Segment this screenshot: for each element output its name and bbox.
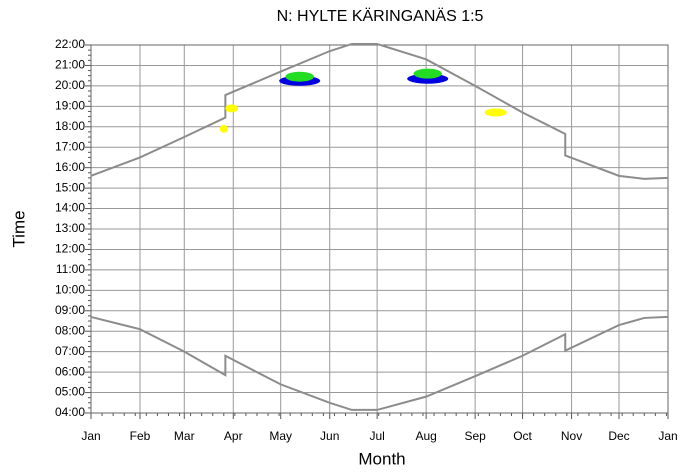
- y-tick-label: 15:00: [55, 180, 85, 194]
- x-axis-label: Month: [358, 449, 405, 468]
- x-tick-label: Jun: [320, 429, 339, 443]
- x-tick-label: Aug: [415, 429, 436, 443]
- y-tick-label: 12:00: [55, 242, 85, 256]
- x-tick-label: Dec: [608, 429, 629, 443]
- y-tick-label: 18:00: [55, 119, 85, 133]
- line: [90, 315, 669, 411]
- y-tick-label: 19:00: [55, 99, 85, 113]
- chart-title: N: HYLTE KÄRINGANÄS 1:5: [277, 7, 484, 25]
- x-tick-label: May: [269, 429, 292, 443]
- spot: [219, 124, 228, 133]
- spot: [285, 71, 314, 82]
- x-tick-label: Feb: [130, 429, 151, 443]
- x-tick-label: Nov: [561, 429, 582, 443]
- y-tick-label: 21:00: [55, 58, 85, 72]
- y-tick-label: 20:00: [55, 78, 85, 92]
- x-tick-label: Jan: [658, 429, 677, 443]
- y-tick-label: 13:00: [55, 221, 85, 235]
- y-tick-label: 11:00: [56, 262, 85, 276]
- y-tick-label: 16:00: [55, 160, 85, 174]
- spot: [484, 108, 507, 117]
- line: [90, 42, 669, 180]
- y-axis-label: Time: [9, 210, 28, 247]
- x-tick-label: Apr: [224, 429, 243, 443]
- spot: [225, 104, 239, 113]
- y-tick-label: 14:00: [55, 201, 85, 215]
- x-tick-label: Sep: [464, 429, 486, 443]
- x-tick-label: Jan: [81, 429, 100, 443]
- spot: [413, 68, 442, 79]
- y-tick-label: 06:00: [55, 364, 85, 378]
- x-tick-label: Jul: [369, 429, 384, 443]
- y-tick-label: 04:00: [55, 405, 85, 419]
- y-tick-label: 17:00: [55, 139, 85, 153]
- y-tick-label: 22:00: [55, 37, 85, 51]
- y-tick-label: 09:00: [55, 303, 85, 317]
- y-tick-label: 10:00: [55, 283, 85, 297]
- x-tick-label: Oct: [513, 429, 532, 443]
- y-tick-label: 05:00: [55, 385, 85, 399]
- x-tick-label: Mar: [174, 429, 195, 443]
- y-tick-label: 08:00: [55, 323, 85, 337]
- y-tick-label: 07:00: [55, 344, 85, 358]
